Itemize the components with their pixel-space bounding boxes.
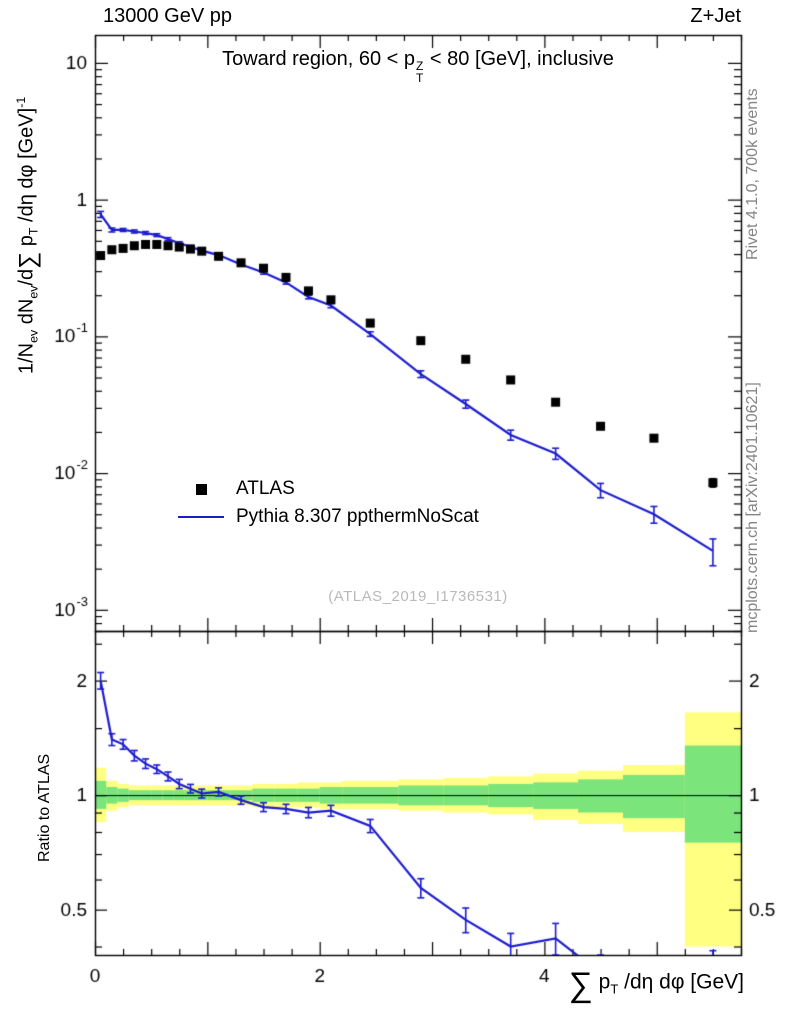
ytitle-sub: ev: [26, 329, 41, 343]
square-marker-icon: [195, 483, 207, 495]
legend-item-pythia: Pythia 8.307 ppthermNoScat: [176, 503, 479, 531]
legend-item-atlas: ATLAS: [176, 475, 479, 503]
mcplots-attribution: mcplots.cern.ch [arXiv:2401.10621]: [744, 382, 761, 633]
ratio-y-axis-title: Ratio to ATLAS: [36, 753, 53, 862]
atlas-marker-icon: [176, 483, 226, 495]
xtitle-part: p: [592, 970, 611, 994]
plot-title-pre: Toward region, 60 < p: [222, 48, 415, 70]
line-marker-icon: [178, 516, 224, 518]
xtitle-sub: T: [610, 981, 619, 997]
legend: ATLAS Pythia 8.307 ppthermNoScat: [176, 475, 479, 531]
process-label: Z+Jet: [690, 5, 741, 27]
legend-label-pythia: Pythia 8.307 ppthermNoScat: [236, 506, 479, 527]
sum-symbol: ∑: [568, 966, 593, 1004]
ytitle-sub: ev: [26, 285, 41, 299]
ytitle-part: /d: [15, 268, 38, 286]
main-y-axis-title: 1/Nev dNev/d∑ pT /dη dφ [GeV]-1: [14, 97, 43, 374]
analysis-watermark: (ATLAS_2019_I1736531): [328, 588, 508, 605]
xtitle-part: /dη dφ [GeV]: [618, 970, 744, 994]
ytitle-part: p: [15, 235, 38, 252]
rivet-version-note: Rivet 4.1.0, 700k events: [744, 88, 761, 260]
sum-symbol: ∑: [14, 251, 42, 269]
plot-title-sub: T: [416, 70, 424, 85]
ytitle-part: dN: [15, 298, 38, 330]
x-axis-title: ∑ pT /dη dφ [GeV]: [569, 966, 744, 1005]
plot-title-post: < 80 [GeV], inclusive: [424, 48, 614, 70]
legend-label-atlas: ATLAS: [236, 478, 295, 499]
beam-energy-label: 13000 GeV pp: [103, 5, 232, 27]
plot-title-sup: Z: [416, 59, 424, 74]
ytitle-sup: -1: [14, 96, 28, 108]
ytitle-sub: T: [26, 227, 41, 236]
ytitle-part: /dη dφ [GeV]: [15, 107, 38, 228]
pythia-line-icon: [176, 516, 226, 518]
ytitle-part: 1/N: [15, 342, 38, 374]
